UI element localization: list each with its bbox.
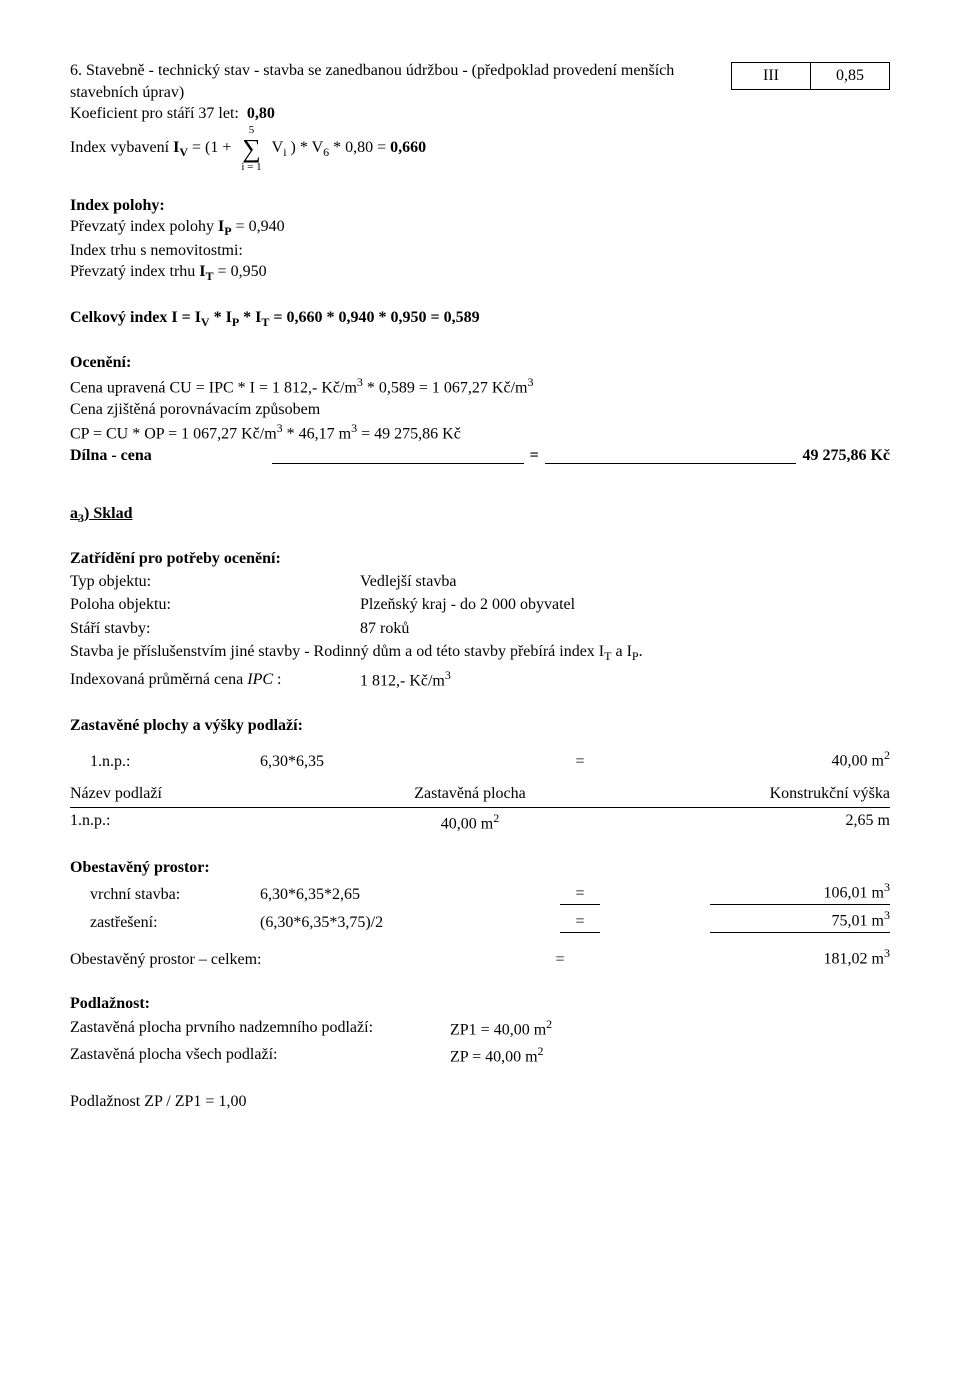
sigma-icon: 5 ∑ i = 1 (241, 125, 261, 173)
table-row: Typ objektu:Vedlejší stavba (70, 570, 890, 594)
obestaveny-sum-row: Obestavěný prostor – celkem: = 181,02 m3 (70, 944, 890, 971)
dilna-value: 49 275,86 Kč (802, 445, 890, 467)
a3-sklad-header: a3) Sklad (70, 503, 890, 526)
table-row: zastřešení: (6,30*6,35*3,75)/2 = 75,01 m… (70, 906, 890, 934)
criterion-roman-cell: III (732, 63, 811, 90)
table-row: Obestavěný prostor – celkem: = 181,02 m3 (70, 944, 890, 971)
dilna-eq: = (530, 445, 539, 467)
criterion-value-cell: 0,85 (811, 63, 890, 90)
podlazi-header-row: Název podlaží Zastavěná plocha Konstrukč… (70, 783, 890, 808)
cena-zjistena-line: Cena zjištěná porovnávacím způsobem (70, 399, 890, 421)
table-row: Stáří stavby:87 roků (70, 617, 890, 641)
table-row: Zastavěná plocha všech podlaží: ZP = 40,… (70, 1042, 890, 1069)
table-row: 1.n.p.: 6,30*6,35 = 40,00 m2 (70, 746, 890, 773)
podlaznost-header: Podlažnost: (70, 993, 890, 1015)
criterion-row-6: III 0,85 6. Stavebně - technický stav - … (70, 60, 890, 103)
celkovy-index-line: Celkový index I = IV * IP * IT = 0,660 *… (70, 307, 890, 330)
oceneni-header: Ocenění: (70, 352, 890, 374)
index-polohy-line: Převzatý index polohy IP = 0,940 (70, 216, 890, 239)
table-row: vrchní stavba: 6,30*6,35*2,65 = 106,01 m… (70, 878, 890, 906)
index-vybaveni-formula: Index vybavení IV = (1 + 5 ∑ i = 1 Vi ) … (70, 125, 890, 173)
zatrideni-header: Zatřídění pro potřeby ocenění: (70, 548, 890, 570)
cp-line: CP = CU * OP = 1 067,27 Kč/m3 * 46,17 m3… (70, 420, 890, 445)
coefficient-age-line: Koeficient pro stáří 37 let: 0,80 (70, 103, 890, 125)
zastavene-row: 1.n.p.: 6,30*6,35 = 40,00 m2 (70, 746, 890, 773)
obestaveny-header: Obestavěný prostor: (70, 857, 890, 879)
cena-upravena-line: Cena upravená CU = IPC * I = 1 812,- Kč/… (70, 374, 890, 399)
criterion-values-table: III 0,85 (731, 62, 890, 90)
podlaznost-ratio-line: Podlažnost ZP / ZP1 = 1,00 (70, 1091, 890, 1113)
table-row: Stavba je příslušenstvím jiné stavby - R… (70, 640, 890, 665)
table-row: Zastavěná plocha prvního nadzemního podl… (70, 1015, 890, 1042)
table-row: Poloha objektu:Plzeňský kraj - do 2 000 … (70, 593, 890, 617)
dilna-label: Dílna - cena (70, 445, 152, 467)
zastavene-plochy-header: Zastavěné plochy a výšky podlaží: (70, 715, 890, 737)
zatrideni-table: Typ objektu:Vedlejší stavba Poloha objek… (70, 570, 890, 693)
index-trhu-line: Převzatý index trhu IT = 0,950 (70, 261, 890, 284)
index-trhu-header: Index trhu s nemovitostmi: (70, 240, 890, 262)
podlazi-data-row: 1.n.p.: 40,00 m2 2,65 m (70, 810, 890, 835)
obestaveny-table: vrchní stavba: 6,30*6,35*2,65 = 106,01 m… (70, 878, 890, 934)
dilna-result-row: Dílna - cena = 49 275,86 Kč (70, 445, 890, 467)
index-polohy-header: Index polohy: (70, 195, 890, 217)
table-row: Indexovaná průměrná cena IPC : 1 812,- K… (70, 666, 890, 693)
podlaznost-table: Zastavěná plocha prvního nadzemního podl… (70, 1015, 890, 1069)
